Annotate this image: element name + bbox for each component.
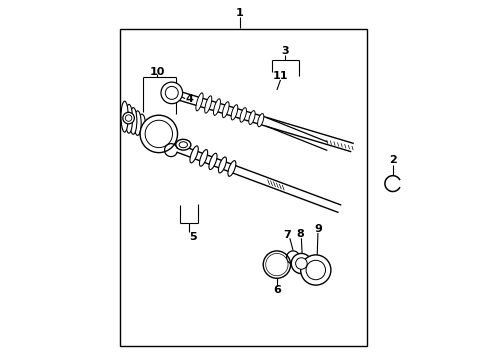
Circle shape — [268, 257, 284, 273]
Ellipse shape — [175, 139, 190, 150]
Text: 5: 5 — [189, 232, 197, 242]
Bar — [120, 29, 366, 346]
Ellipse shape — [199, 149, 207, 166]
Circle shape — [161, 82, 182, 104]
Circle shape — [140, 115, 177, 153]
Circle shape — [165, 86, 178, 99]
Ellipse shape — [129, 108, 137, 134]
Text: 9: 9 — [313, 224, 321, 234]
Text: 7: 7 — [283, 230, 290, 240]
Text: 6: 6 — [272, 285, 280, 295]
Ellipse shape — [189, 146, 198, 163]
Circle shape — [145, 120, 172, 148]
Ellipse shape — [138, 114, 145, 136]
Circle shape — [122, 112, 134, 124]
Circle shape — [305, 260, 325, 280]
Ellipse shape — [208, 153, 217, 170]
Circle shape — [125, 115, 132, 121]
Circle shape — [295, 258, 306, 269]
Text: 2: 2 — [388, 155, 396, 165]
Ellipse shape — [134, 111, 141, 135]
Ellipse shape — [121, 101, 128, 132]
Text: 4: 4 — [185, 94, 193, 104]
Ellipse shape — [179, 142, 187, 148]
Ellipse shape — [240, 108, 246, 122]
Circle shape — [263, 251, 290, 278]
Circle shape — [291, 253, 311, 274]
Text: 1: 1 — [236, 8, 243, 18]
Ellipse shape — [218, 157, 226, 173]
Ellipse shape — [204, 96, 211, 113]
Text: 3: 3 — [281, 46, 288, 56]
Text: 11: 11 — [272, 71, 287, 81]
Ellipse shape — [125, 104, 132, 133]
Circle shape — [300, 255, 330, 285]
Circle shape — [265, 253, 287, 276]
Ellipse shape — [231, 105, 237, 120]
Text: 10: 10 — [149, 67, 165, 77]
Ellipse shape — [196, 93, 203, 111]
Ellipse shape — [222, 102, 229, 118]
Ellipse shape — [227, 161, 235, 176]
Ellipse shape — [257, 113, 263, 127]
Ellipse shape — [213, 99, 220, 116]
Text: 8: 8 — [296, 229, 304, 239]
Ellipse shape — [248, 111, 255, 125]
